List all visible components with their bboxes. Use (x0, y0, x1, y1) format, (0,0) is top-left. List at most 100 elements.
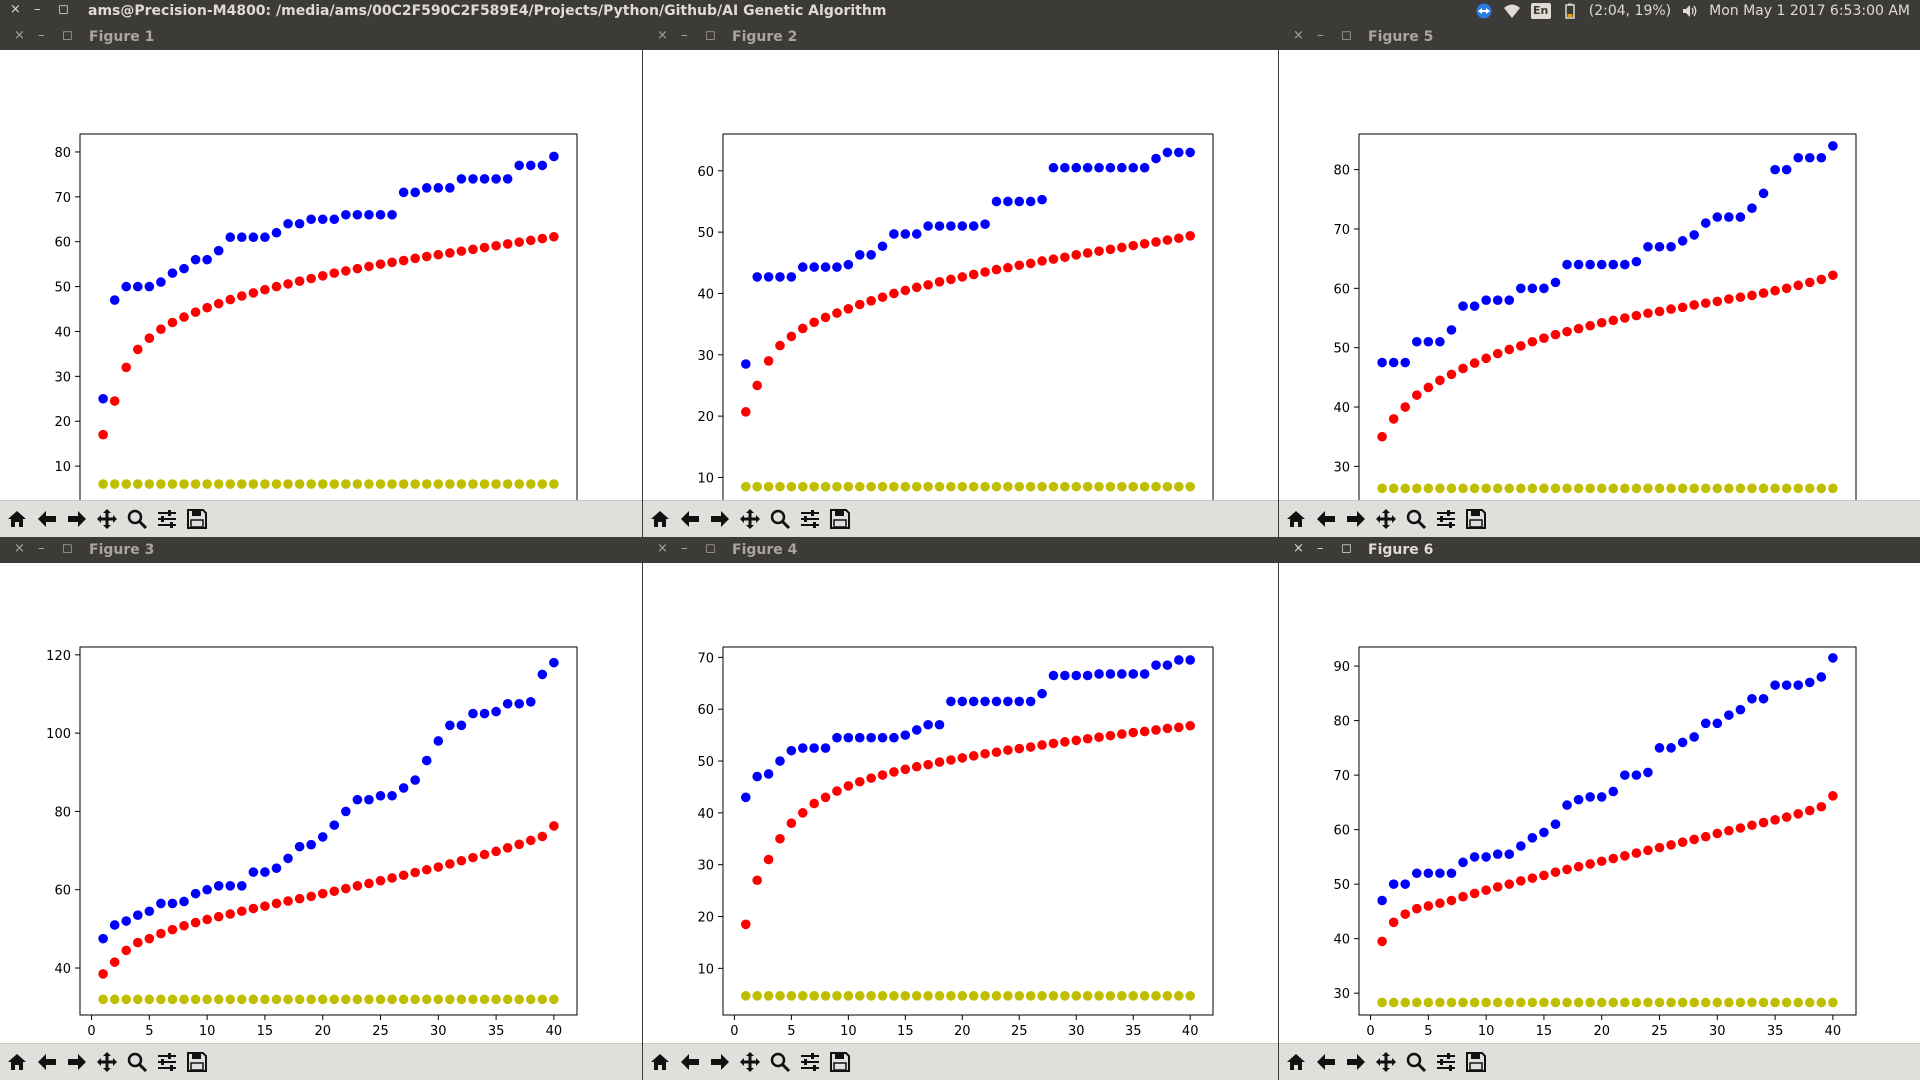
figure-titlebar[interactable]: × – ◻ Figure 3 (0, 537, 642, 563)
minimize-icon[interactable]: – (1317, 28, 1324, 43)
forward-arrow-icon[interactable] (1343, 1049, 1369, 1075)
home-icon[interactable] (4, 506, 30, 532)
forward-arrow-icon[interactable] (707, 1049, 733, 1075)
maximize-icon[interactable]: ◻ (1341, 28, 1352, 43)
maximize-icon[interactable]: ◻ (62, 541, 73, 556)
figure-titlebar[interactable]: × – ◻ Figure 5 (1279, 24, 1920, 50)
figure-window[interactable]: ×–◻Figure 30510152025303540406080100120B… (0, 537, 642, 1080)
clock[interactable]: Mon May 1 2017 6:53:00 AM (1709, 3, 1910, 19)
keyboard-layout-icon[interactable]: En (1530, 3, 1551, 19)
worst-fitness-point (1037, 991, 1047, 1001)
close-icon[interactable]: × (657, 541, 668, 556)
minimize-icon[interactable]: – (38, 541, 45, 556)
zoom-icon[interactable] (767, 506, 793, 532)
save-icon[interactable] (827, 1049, 853, 1075)
battery-icon[interactable] (1561, 3, 1579, 19)
home-icon[interactable] (647, 1049, 673, 1075)
minimize-icon[interactable]: – (34, 2, 41, 17)
minimize-icon[interactable]: – (38, 28, 45, 43)
close-icon[interactable]: × (1293, 541, 1304, 556)
close-icon[interactable]: × (657, 28, 668, 43)
back-arrow-icon[interactable] (677, 1049, 703, 1075)
worst-fitness-point (752, 481, 762, 492)
scatter-plot[interactable]: 0510152025303540406080100120Binary Tourn… (0, 563, 642, 1042)
home-icon[interactable] (1283, 506, 1309, 532)
zoom-icon[interactable] (124, 506, 150, 532)
minimize-icon[interactable]: – (1317, 541, 1324, 556)
best-fitness-point (889, 732, 899, 743)
worst-fitness-point (237, 479, 247, 489)
scatter-plot[interactable]: 051015202530354010203040506070FPS and Bi… (643, 563, 1278, 1042)
back-arrow-icon[interactable] (1313, 506, 1339, 532)
pan-icon[interactable] (737, 1049, 763, 1075)
average-fitness-point (1550, 329, 1561, 340)
forward-arrow-icon[interactable] (64, 1049, 90, 1075)
figure-titlebar[interactable]: × – ◻ Figure 1 (0, 24, 642, 50)
average-fitness-point (387, 257, 397, 268)
scatter-plot[interactable]: 051015202530354030405060708090Binary Tou… (1279, 563, 1920, 1042)
figure-window[interactable]: × – ◻ Figure 6 0 5 10 15 20 25 30 35 40 30 40 50 60 70 80 9… (1279, 537, 1920, 1080)
average-fitness-point (889, 767, 899, 777)
zoom-icon[interactable] (1403, 1049, 1429, 1075)
pan-icon[interactable] (737, 506, 763, 532)
x-tick-label: 10 (840, 1024, 857, 1039)
pan-icon[interactable] (1373, 1049, 1399, 1075)
save-icon[interactable] (1463, 506, 1489, 532)
configure-subplots-icon[interactable] (1433, 506, 1459, 532)
zoom-icon[interactable] (767, 1049, 793, 1075)
volume-icon[interactable] (1681, 3, 1699, 19)
scatter-plot[interactable]: 05101520253035401020304050607080FPS and … (0, 50, 642, 501)
save-icon[interactable] (1463, 1049, 1489, 1075)
maximize-icon[interactable]: ◻ (62, 28, 73, 43)
close-icon[interactable]: × (10, 2, 21, 17)
pan-icon[interactable] (94, 506, 120, 532)
average-fitness-point (1060, 252, 1070, 263)
forward-arrow-icon[interactable] (707, 506, 733, 532)
minimize-icon[interactable]: – (681, 541, 688, 556)
back-arrow-icon[interactable] (677, 506, 703, 532)
forward-arrow-icon[interactable] (1343, 506, 1369, 532)
home-icon[interactable] (4, 1049, 30, 1075)
maximize-icon[interactable]: ◻ (58, 2, 69, 17)
scatter-plot[interactable]: 0510152025303540304050607080RBS and Bina… (1279, 50, 1920, 501)
close-icon[interactable]: × (14, 28, 25, 43)
configure-subplots-icon[interactable] (797, 506, 823, 532)
figure-titlebar[interactable]: × – ◻ Figure 2 (643, 24, 1278, 50)
configure-subplots-icon[interactable] (154, 1049, 180, 1075)
figure-titlebar[interactable]: × – ◻ Figure 6 (1279, 537, 1920, 563)
average-fitness-point (1631, 848, 1642, 858)
best-fitness-point (1003, 696, 1013, 707)
wifi-icon[interactable] (1503, 3, 1521, 19)
scatter-plot[interactable]: 0510152025303540102030405060RBS and Trun… (643, 50, 1278, 501)
figure-window[interactable]: ×–◻Figure 20510152025303540102030405060R… (643, 24, 1278, 537)
figure-window[interactable]: ×–◻Figure 50510152025303540304050607080R… (1279, 24, 1920, 537)
maximize-icon[interactable]: ◻ (705, 28, 716, 43)
back-arrow-icon[interactable] (34, 1049, 60, 1075)
save-icon[interactable] (184, 506, 210, 532)
maximize-icon[interactable]: ◻ (705, 541, 716, 556)
figure-titlebar[interactable]: × – ◻ Figure 4 (643, 537, 1278, 563)
worst-fitness-point (1025, 991, 1036, 1001)
back-arrow-icon[interactable] (34, 506, 60, 532)
zoom-icon[interactable] (1403, 506, 1429, 532)
pan-icon[interactable] (94, 1049, 120, 1075)
figure-window[interactable]: × – ◻ Figure 4 0 5 10 15 20 25 30 35 40 10 20 30 40 50 60 7… (643, 537, 1278, 1080)
teamviewer-icon[interactable] (1475, 3, 1493, 19)
save-icon[interactable] (184, 1049, 210, 1075)
configure-subplots-icon[interactable] (797, 1049, 823, 1075)
battery-status[interactable]: (2:04, 19%) (1588, 3, 1672, 19)
maximize-icon[interactable]: ◻ (1341, 541, 1352, 556)
minimize-icon[interactable]: – (681, 28, 688, 43)
configure-subplots-icon[interactable] (1433, 1049, 1459, 1075)
close-icon[interactable]: × (1293, 28, 1304, 43)
close-icon[interactable]: × (14, 541, 25, 556)
home-icon[interactable] (1283, 1049, 1309, 1075)
back-arrow-icon[interactable] (1313, 1049, 1339, 1075)
figure-window[interactable]: ×–◻Figure 105101520253035401020304050607… (0, 24, 642, 537)
configure-subplots-icon[interactable] (154, 506, 180, 532)
pan-icon[interactable] (1373, 506, 1399, 532)
forward-arrow-icon[interactable] (64, 506, 90, 532)
home-icon[interactable] (647, 506, 673, 532)
save-icon[interactable] (827, 506, 853, 532)
zoom-icon[interactable] (124, 1049, 150, 1075)
